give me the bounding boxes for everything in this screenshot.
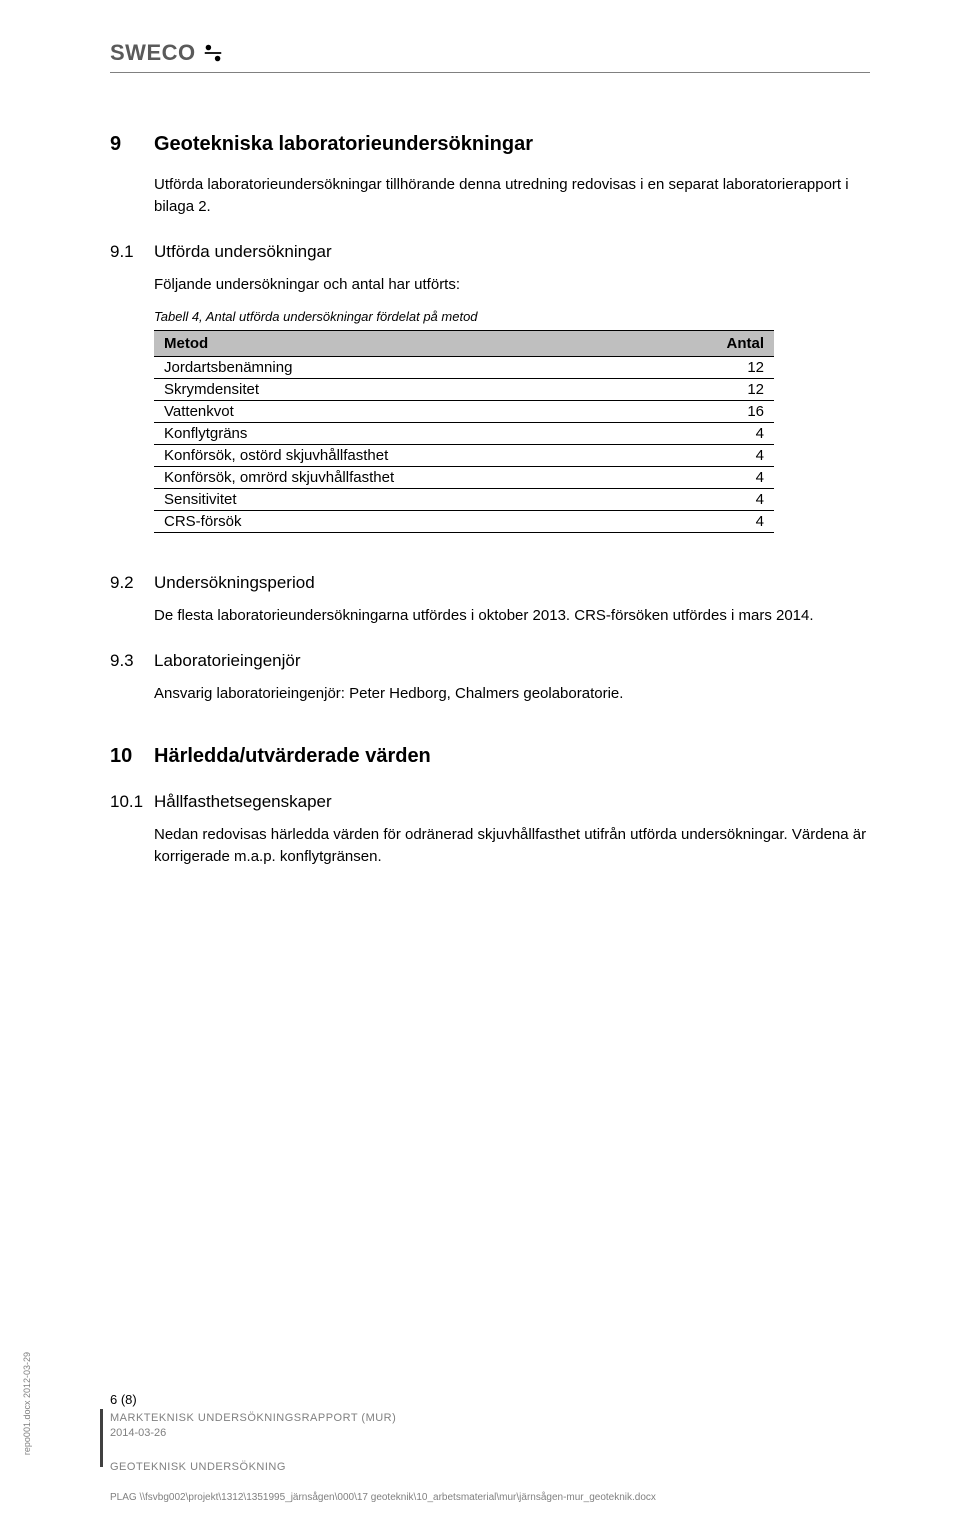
cell-method: Konförsök, ostörd skjuvhållfasthet [154, 445, 658, 467]
cell-method: Konförsök, omrörd skjuvhållfasthet [154, 467, 658, 489]
cell-count: 4 [658, 489, 774, 511]
logo-mark-icon [202, 42, 224, 64]
section-title: Geotekniska laboratorieundersökningar [154, 133, 533, 156]
cell-count: 4 [658, 467, 774, 489]
sub-93-text: Ansvarig laboratorieingenjör: Peter Hedb… [154, 683, 870, 705]
footer-title: MARKTEKNISK UNDERSÖKNINGSRAPPORT (MUR) [110, 1411, 396, 1426]
sub-92-text: De flesta laboratorieundersökningarna ut… [154, 605, 870, 627]
table-row: CRS-försök4 [154, 511, 774, 533]
footer-path: PLAG \\fsvbg002\projekt\1312\1351995_jär… [110, 1492, 656, 1503]
section-9-intro: Utförda laboratorieundersökningar tillhö… [154, 174, 870, 218]
section-number: 10 [110, 745, 154, 768]
subsection-number: 9.2 [110, 573, 154, 593]
cell-count: 4 [658, 445, 774, 467]
heading-sub-91: 9.1 Utförda undersökningar [110, 242, 870, 262]
method-table: Metod Antal Jordartsbenämning12Skrymdens… [154, 330, 774, 533]
side-text: repo001.docx 2012-03-29 [22, 1352, 32, 1455]
subsection-number: 10.1 [110, 792, 154, 812]
footer-block: 6 (8) MARKTEKNISK UNDERSÖKNINGSRAPPORT (… [110, 1391, 396, 1475]
logo-text: SWECO [110, 40, 196, 66]
table-row: Jordartsbenämning12 [154, 357, 774, 379]
table-row: Konflytgräns4 [154, 423, 774, 445]
col-header-count: Antal [658, 331, 774, 357]
cell-method: Skrymdensitet [154, 379, 658, 401]
table-row: Sensitivitet4 [154, 489, 774, 511]
heading-sub-93: 9.3 Laboratorieingenjör [110, 651, 870, 671]
footer-subtitle: GEOTEKNISK UNDERSÖKNING [110, 1460, 396, 1475]
cell-method: CRS-försök [154, 511, 658, 533]
col-header-method: Metod [154, 331, 658, 357]
header-rule [110, 72, 870, 73]
heading-section-9: 9 Geotekniska laboratorieundersökningar [110, 133, 870, 156]
cell-count: 4 [658, 511, 774, 533]
table-header-row: Metod Antal [154, 331, 774, 357]
sub-91-text: Följande undersökningar och antal har ut… [154, 274, 870, 296]
table-row: Skrymdensitet12 [154, 379, 774, 401]
footer-bar-icon [100, 1409, 103, 1467]
sub-101-text: Nedan redovisas härledda värden för odrä… [154, 824, 870, 868]
subsection-title: Laboratorieingenjör [154, 651, 301, 671]
subsection-title: Undersökningsperiod [154, 573, 315, 593]
section-number: 9 [110, 133, 154, 156]
heading-sub-101: 10.1 Hållfasthetsegenskaper [110, 792, 870, 812]
cell-method: Vattenkvot [154, 401, 658, 423]
table-row: Vattenkvot16 [154, 401, 774, 423]
cell-count: 16 [658, 401, 774, 423]
cell-method: Sensitivitet [154, 489, 658, 511]
cell-count: 12 [658, 357, 774, 379]
logo: SWECO [110, 40, 870, 66]
cell-count: 12 [658, 379, 774, 401]
table-caption: Tabell 4, Antal utförda undersökningar f… [154, 309, 870, 324]
footer-date: 2014-03-26 [110, 1426, 396, 1441]
table-row: Konförsök, ostörd skjuvhållfasthet4 [154, 445, 774, 467]
cell-method: Jordartsbenämning [154, 357, 658, 379]
heading-section-10: 10 Härledda/utvärderade värden [110, 745, 870, 768]
table-row: Konförsök, omrörd skjuvhållfasthet4 [154, 467, 774, 489]
subsection-number: 9.1 [110, 242, 154, 262]
subsection-title: Hållfasthetsegenskaper [154, 792, 332, 812]
subsection-title: Utförda undersökningar [154, 242, 332, 262]
cell-count: 4 [658, 423, 774, 445]
cell-method: Konflytgräns [154, 423, 658, 445]
heading-sub-92: 9.2 Undersökningsperiod [110, 573, 870, 593]
footer-page-number: 6 (8) [110, 1391, 396, 1409]
section-title: Härledda/utvärderade värden [154, 745, 431, 768]
subsection-number: 9.3 [110, 651, 154, 671]
